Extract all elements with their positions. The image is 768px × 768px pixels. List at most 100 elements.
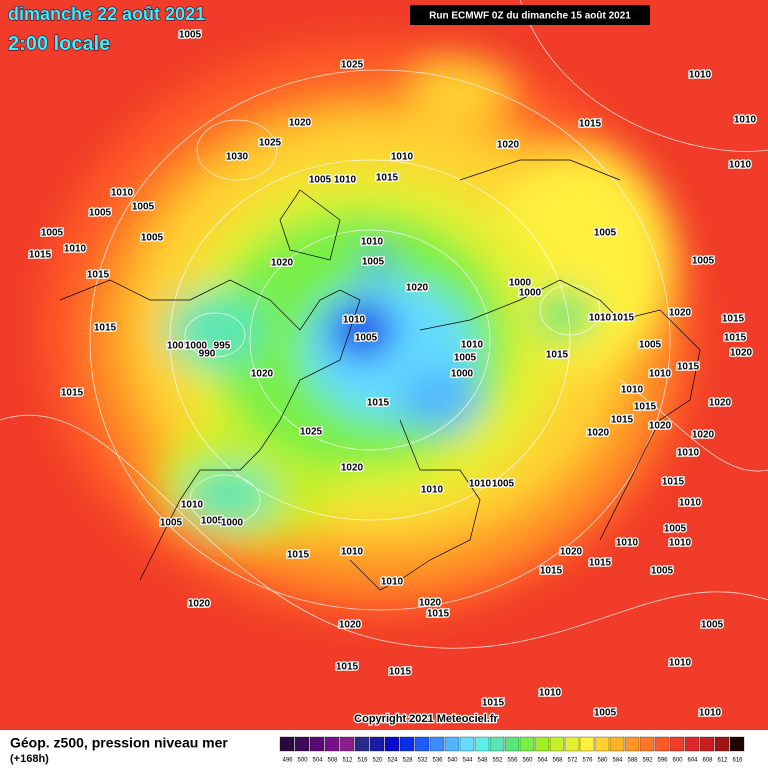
isobar-label: 1030 — [226, 152, 249, 163]
isobar-label: 1010 — [621, 385, 644, 396]
legend-swatch — [639, 736, 655, 752]
isobar-label: 1015 — [579, 119, 602, 130]
legend-label: 540 — [447, 758, 458, 764]
isobar-label: 1005 — [594, 708, 617, 719]
legend-label: 528 — [402, 758, 413, 764]
legend-swatch — [399, 736, 415, 752]
isobar-label: 1020 — [709, 398, 732, 409]
legend-swatch — [414, 736, 430, 752]
isobar-label: 1010 — [421, 485, 444, 496]
legend-label: 588 — [627, 758, 638, 764]
isobar-label: 1010 — [679, 498, 702, 509]
legend-label: 548 — [477, 758, 488, 764]
legend-swatch — [444, 736, 460, 752]
run-box — [410, 5, 650, 25]
legend-swatch — [384, 736, 400, 752]
isobar-label: 1005 — [160, 518, 183, 529]
isobar-label: 1015 — [634, 402, 657, 413]
isobar-label: 1005 — [132, 202, 155, 213]
isobar-label: 1005 — [362, 257, 385, 268]
isobar-label: 1005 — [167, 341, 190, 352]
legend-label: 564 — [537, 758, 548, 764]
isobar-label: 1015 — [611, 415, 634, 426]
isobar-label: 1020 — [669, 308, 692, 319]
isobar-label: 1010 — [669, 538, 692, 549]
legend-label: 516 — [357, 758, 368, 764]
legend-swatch — [354, 736, 370, 752]
isobar-label: 1015 — [87, 270, 110, 281]
isobar-label: 1005 — [651, 566, 674, 577]
isobar-label: 1005 — [141, 233, 164, 244]
isobar-label: 1020 — [419, 598, 442, 609]
run-info: Run ECMWF 0Z du dimanche 15 août 2021 — [429, 11, 631, 22]
isobar-label: 1010 — [699, 708, 722, 719]
legend-swatch — [624, 736, 640, 752]
legend-label: 576 — [582, 758, 593, 764]
legend-label: 572 — [567, 758, 578, 764]
isobar-label: 1015 — [61, 388, 84, 399]
legend-swatch — [609, 736, 625, 752]
legend-swatch — [519, 736, 535, 752]
legend-swatch — [279, 736, 295, 752]
isobar-label: 1015 — [540, 566, 563, 577]
isobar-label: 1010 — [616, 538, 639, 549]
isobar-label: 1005 — [309, 175, 332, 186]
isobar-label: 1025 — [259, 138, 282, 149]
isobar-label: 1020 — [587, 428, 610, 439]
legend-swatch — [459, 736, 475, 752]
isobar-label: 1010 — [391, 152, 414, 163]
isobar-label: 1005 — [355, 333, 378, 344]
isobar-label: 1020 — [289, 118, 312, 129]
legend-swatch — [489, 736, 505, 752]
isobar-label: 1020 — [341, 463, 364, 474]
isobar-label: 1010 — [469, 479, 492, 490]
legend-label: 508 — [327, 758, 338, 764]
copyright: Copyright 2021 Meteociel.fr — [354, 713, 498, 725]
isobar-label: 1015 — [376, 173, 399, 184]
isobar-label: 995 — [214, 341, 231, 352]
isobar-label: 1015 — [367, 398, 390, 409]
isobar-label: 1010 — [381, 577, 404, 588]
isobar-label: 1015 — [662, 477, 685, 488]
legend-swatch — [339, 736, 355, 752]
field-title: Géop. z500, pression niveau mer — [10, 735, 228, 751]
isobar-label: 1000 — [451, 369, 474, 380]
isobar-label: 1020 — [730, 348, 753, 359]
isobar-label: 1010 — [539, 688, 562, 699]
legend-swatch — [309, 736, 325, 752]
legend-label: 604 — [687, 758, 698, 764]
legend-label: 560 — [522, 758, 533, 764]
isobar-label: 1010 — [589, 313, 612, 324]
isobar-label: 1020 — [497, 140, 520, 151]
legend-label: 612 — [717, 758, 728, 764]
isobar-label: 1005 — [179, 30, 202, 41]
legend-swatch — [369, 736, 385, 752]
forecast-time: 2:00 locale — [8, 33, 110, 55]
isobar-label: 1015 — [389, 667, 412, 678]
legend-label: 568 — [552, 758, 563, 764]
isobar-label: 1020 — [649, 421, 672, 432]
isobar-label: 1015 — [336, 662, 359, 673]
isobar-label: 1015 — [427, 609, 450, 620]
isobar-label: 1015 — [94, 323, 117, 334]
legend-label: 580 — [597, 758, 608, 764]
legend-swatch — [324, 736, 340, 752]
isobar-label: 1015 — [287, 550, 310, 561]
isobar-label: 1020 — [339, 620, 362, 631]
isobar-label: 990 — [199, 349, 216, 360]
isobar-label: 1010 — [669, 658, 692, 669]
isobar-label: 1015 — [677, 362, 700, 373]
legend-label: 596 — [657, 758, 668, 764]
isobar-label: 1020 — [251, 369, 274, 380]
legend-swatch — [654, 736, 670, 752]
legend-label: 504 — [312, 758, 323, 764]
isobar-label: 1010 — [334, 175, 357, 186]
legend-label: 608 — [702, 758, 713, 764]
legend-swatch — [549, 736, 565, 752]
legend-swatch — [699, 736, 715, 752]
coastlines — [59, 159, 701, 591]
legend-label: 592 — [642, 758, 653, 764]
legend-label: 524 — [387, 758, 398, 764]
